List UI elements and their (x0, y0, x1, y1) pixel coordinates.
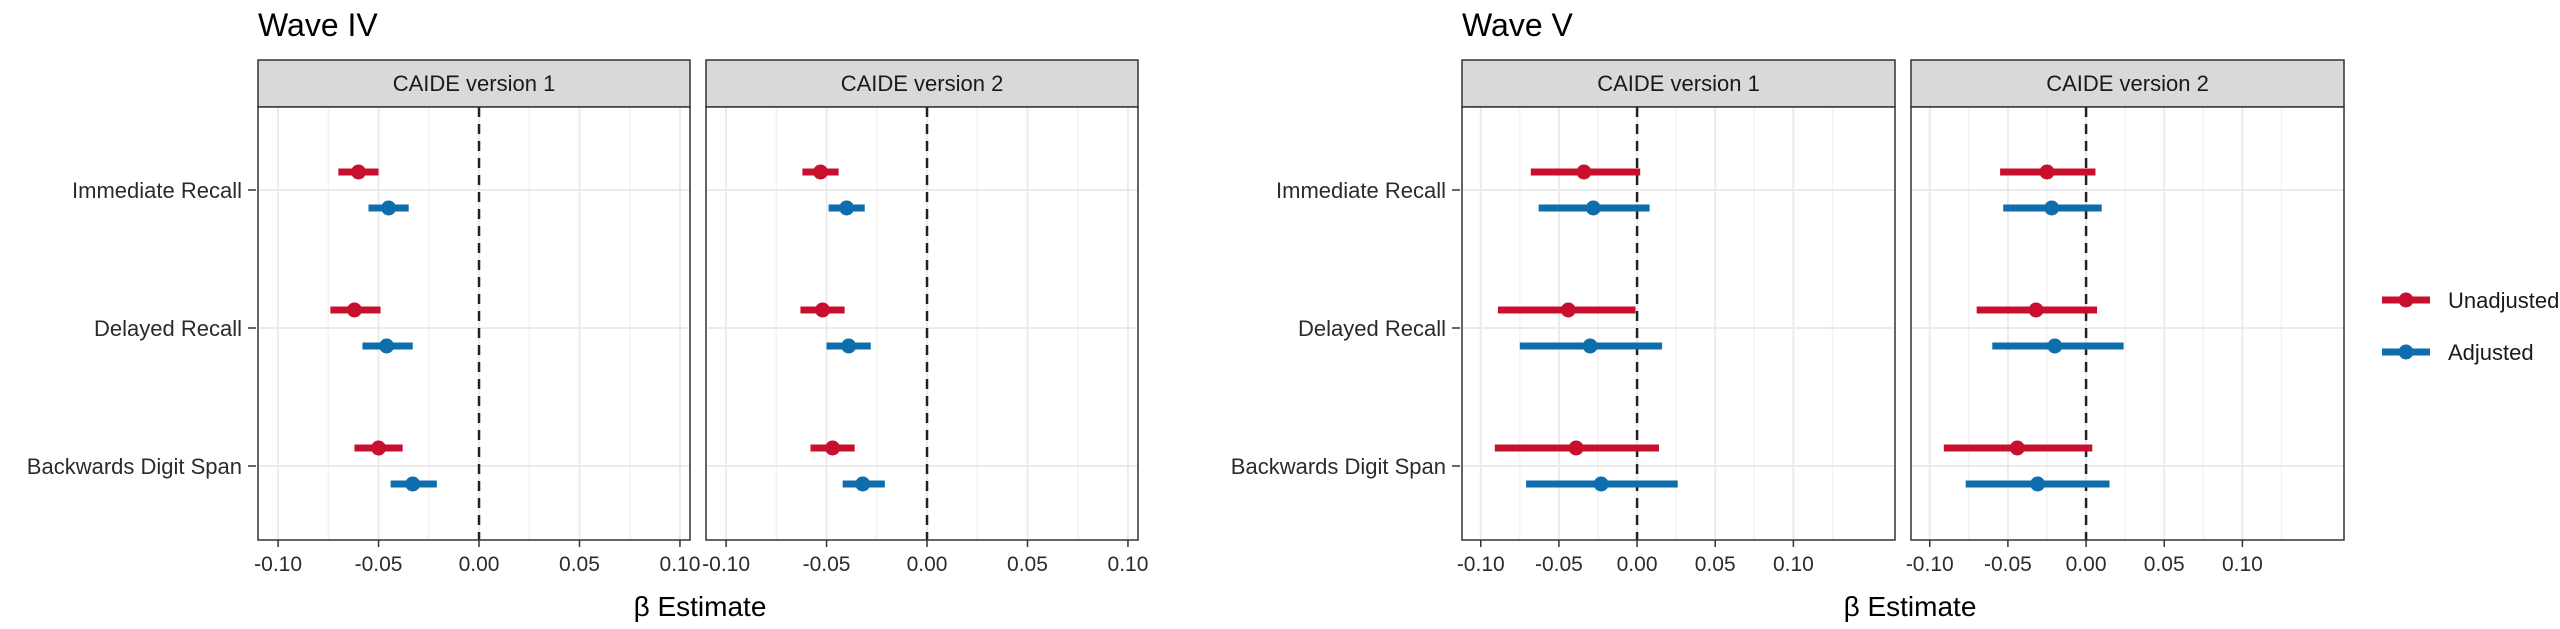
x-tick-label: -0.10 (702, 553, 750, 576)
point-estimate (1560, 302, 1576, 318)
point-estimate (381, 200, 397, 216)
point-estimate (855, 476, 871, 492)
plot-area (1911, 107, 2344, 540)
x-tick-label: 0.00 (1617, 553, 1658, 576)
legend-label-unadjusted: Unadjusted (2448, 288, 2559, 313)
legend-label-adjusted: Adjusted (2448, 340, 2534, 365)
x-tick-label: -0.10 (254, 553, 302, 576)
plot-area (706, 107, 1138, 540)
point-estimate (1582, 338, 1598, 354)
panel-border (1461, 106, 1896, 541)
point-estimate (350, 164, 366, 180)
panel-border (1910, 106, 2345, 541)
point-estimate (815, 302, 831, 318)
point-estimate (2030, 476, 2046, 492)
group-title: Wave IV (258, 7, 378, 43)
x-tick-label: 0.10 (1773, 553, 1814, 576)
facet-strip (1461, 59, 1896, 108)
point-estimate (825, 440, 841, 456)
point-estimate (346, 302, 362, 318)
point-estimate (1593, 476, 1609, 492)
y-category-label: Backwards Digit Span (27, 454, 242, 479)
point-estimate (2009, 440, 2025, 456)
x-tick-label: 0.10 (2222, 553, 2263, 576)
legend-key-point (2398, 292, 2414, 308)
x-tick-label: 0.05 (2144, 553, 2185, 576)
legend-key-point (2398, 344, 2414, 360)
point-estimate (2044, 200, 2060, 216)
point-estimate (2039, 164, 2055, 180)
x-tick-label: -0.05 (355, 553, 403, 576)
y-category-label: Delayed Recall (1298, 316, 1446, 341)
x-tick-label: -0.10 (1906, 553, 1954, 576)
point-estimate (841, 338, 857, 354)
y-category-label: Delayed Recall (94, 316, 242, 341)
facet-strip-label: CAIDE version 1 (1597, 71, 1760, 96)
point-estimate (405, 476, 421, 492)
y-category-label: Immediate Recall (1276, 178, 1446, 203)
x-tick-label: 0.05 (1007, 553, 1048, 576)
x-axis-title: β Estimate (634, 591, 767, 622)
point-estimate (2047, 338, 2063, 354)
group-title: Wave V (1462, 7, 1574, 43)
x-tick-label: 0.00 (2066, 553, 2107, 576)
panel-border (257, 106, 691, 541)
point-estimate (813, 164, 829, 180)
facet-strip-label: CAIDE version 2 (2046, 71, 2209, 96)
x-tick-label: -0.05 (803, 553, 851, 576)
facet-strip-label: CAIDE version 1 (393, 71, 556, 96)
point-estimate (371, 440, 387, 456)
facet-panel: CAIDE version 1 -0.10 -0.05 0.00 0.05 0.10 (1457, 59, 1896, 576)
x-tick-label: -0.05 (1535, 553, 1583, 576)
point-estimate (1585, 200, 1601, 216)
point-estimate (839, 200, 855, 216)
facet-strip (257, 59, 691, 108)
facet-strip-label: CAIDE version 2 (841, 71, 1004, 96)
point-estimate (1568, 440, 1584, 456)
y-category-label: Immediate Recall (72, 178, 242, 203)
x-tick-label: 0.10 (1108, 553, 1149, 576)
point-estimate (379, 338, 395, 354)
x-tick-label: 0.10 (660, 553, 701, 576)
facet-panel: CAIDE version 2 -0.10 -0.05 0.00 0.05 0.10 (702, 59, 1149, 576)
plot-area (1462, 107, 1895, 540)
x-tick-label: -0.10 (1457, 553, 1505, 576)
y-category-label: Backwards Digit Span (1231, 454, 1446, 479)
facet-panel: CAIDE version 2 -0.10 -0.05 0.00 0.05 0.10 (1906, 59, 2345, 576)
legend: Unadjusted Adjusted (2382, 288, 2559, 365)
plot-area (258, 107, 690, 540)
x-tick-label: -0.05 (1984, 553, 2032, 576)
point-estimate (1576, 164, 1592, 180)
x-axis-title: β Estimate (1844, 591, 1977, 622)
panel-group-wave-v: Wave V Immediate Recall Delayed Recall Back… (1231, 7, 2345, 622)
x-tick-label: 0.00 (907, 553, 948, 576)
point-estimate (2028, 302, 2044, 318)
panel-group-wave-iv: Wave IV Immediate Recall Delayed Recall Bac… (27, 7, 1149, 622)
facet-strip (1910, 59, 2345, 108)
x-tick-label: 0.05 (559, 553, 600, 576)
x-tick-label: 0.05 (1695, 553, 1736, 576)
facet-panel: CAIDE version 1 -0.10 -0.05 0.00 0.05 0.10 (254, 59, 701, 576)
x-tick-label: 0.00 (459, 553, 500, 576)
panel-border (705, 106, 1139, 541)
